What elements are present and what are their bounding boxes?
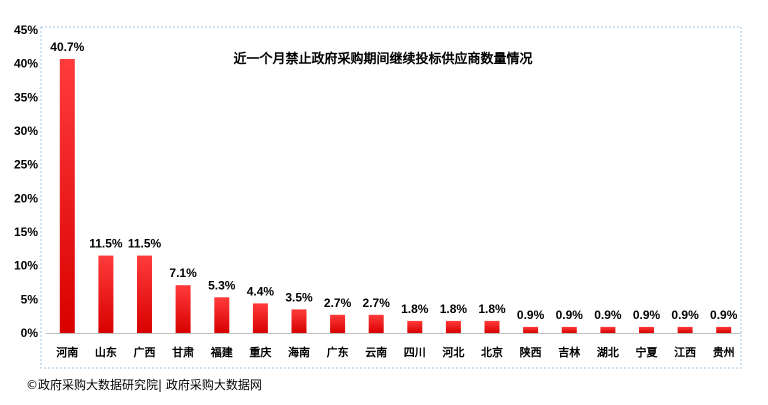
bar-陕西 [523,326,539,333]
bar-云南 [368,314,384,333]
category-label: 河北 [442,345,464,359]
y-tick-label: 25% [14,158,38,172]
bar-江西 [677,326,693,333]
data-label: 0.9% [594,308,622,322]
y-tick-label: 5% [21,292,39,306]
y-tick-label: 0% [21,326,39,340]
category-label: 广东 [327,345,349,359]
data-label: 0.9% [671,308,699,322]
chart-title: 近一个月禁止政府采购期间继续投标供应商数量情况 [233,51,532,67]
bar-重庆 [252,303,268,333]
bar-海南 [291,309,307,333]
y-tick-label: 35% [14,90,38,104]
bar-山东 [98,255,114,333]
data-label: 1.8% [440,302,468,316]
y-tick-label: 15% [14,225,38,239]
bar-北京 [484,320,500,333]
data-label: 4.4% [247,284,275,298]
category-label: 江西 [674,345,696,359]
y-tick-label: 30% [14,124,38,138]
category-label: 云南 [365,345,387,359]
data-label: 40.7% [50,40,84,54]
category-label: 陕西 [520,345,542,359]
y-tick-label: 10% [14,259,38,273]
data-label: 0.9% [710,308,738,322]
category-label: 河南 [56,345,78,359]
data-label: 11.5% [89,237,123,251]
bar-甘肃 [175,285,191,333]
data-label: 0.9% [633,308,661,322]
data-label: 2.7% [324,296,352,310]
category-label: 贵州 [713,345,735,359]
bar-河北 [445,320,461,333]
data-label: 5.3% [208,278,236,292]
data-label: 2.7% [363,296,391,310]
category-labels-group: 河南 山东 广西 甘肃 福建 重庆 海南 广东 云南 四川 河北 北京 陕西 吉林 湖北 宁夏 江西 贵州 [56,345,734,359]
data-labels-group: 40.7% 11.5% 11.5% 7.1% 5.3% 4.4% 3.5% 2.7% 2.7% 1… [50,40,737,322]
category-label: 福建 [210,345,234,359]
y-axis-ticks: 0% 5% 10% 15% 20% 25% 30% 35% 40% 45% [14,23,38,340]
bar-广东 [330,314,346,333]
data-label: 11.5% [128,237,162,251]
category-label: 四川 [404,346,426,359]
bar-河南 [59,59,75,333]
category-label: 重庆 [249,345,271,359]
data-label: 1.8% [478,302,506,316]
bar-宁夏 [639,326,654,333]
category-label: 湖北 [597,345,619,359]
category-label: 北京 [481,345,503,359]
data-label: 0.9% [556,308,584,322]
bar-四川 [407,320,423,333]
bar-吉林 [561,326,577,333]
data-label: 3.5% [285,290,313,304]
category-label: 宁夏 [636,345,659,359]
category-label: 山东 [95,345,117,359]
y-tick-label: 45% [14,23,38,37]
y-tick-label: 40% [14,57,38,71]
plot-area-frame [40,26,742,369]
data-label: 1.8% [401,302,429,316]
source-caption: ©政府采购大数据研究院| 政府采购大数据网 [26,378,262,392]
bar-湖北 [600,326,616,333]
category-label: 吉林 [558,345,580,359]
y-tick-label: 20% [14,191,38,205]
category-label: 甘肃 [172,345,194,359]
data-label: 7.1% [169,266,197,280]
bar-贵州 [716,326,732,333]
data-label: 0.9% [517,308,545,322]
category-label: 广西 [134,345,156,359]
bar-福建 [214,297,230,333]
bars-group [59,59,732,333]
category-label: 海南 [288,345,310,359]
bar-广西 [137,255,152,333]
